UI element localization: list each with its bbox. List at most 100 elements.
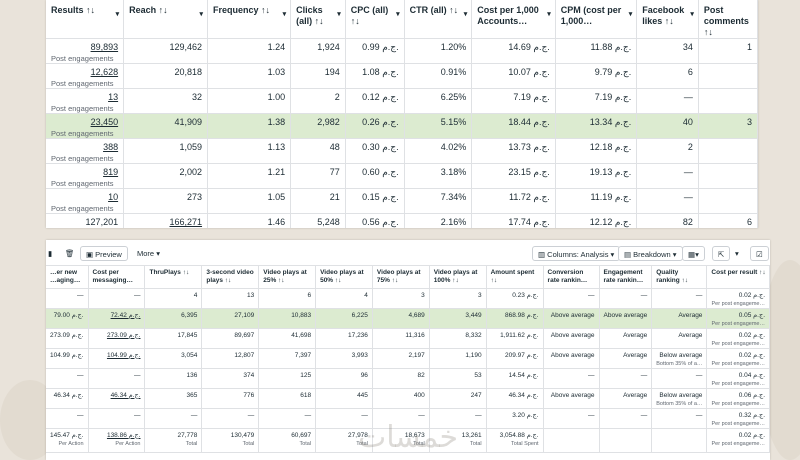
checkbox-icon[interactable]: ▮ [48, 246, 56, 261]
column-header[interactable]: Results ↑↓ ▾ [46, 0, 125, 39]
cell-sub-label: Per post engageme… [711, 420, 765, 427]
table-row[interactable]: 10 Post engagements 273 1.05 21 0.15 ج.م. 7.34… [46, 188, 758, 214]
cell-value[interactable]: 12,628 [90, 67, 119, 77]
bottom-video-table-panel: ▮ 🗑 ▣ Preview More ▾ ▥ Columns: Analysis… [46, 240, 770, 460]
table-row[interactable]: — —4 13 6 4 3 3 0.23 ج.م. — — —0.02 ج.م. Per post e… [46, 288, 770, 309]
chevron-down-icon[interactable]: ▾ [282, 11, 287, 18]
export-button[interactable]: ⇱ [712, 246, 731, 261]
cell-value: 618 [300, 391, 312, 399]
column-header[interactable]: 3-second video plays ↑↓ [201, 266, 260, 289]
preview-button[interactable]: ▣ Preview [80, 246, 128, 261]
cell-value[interactable]: 819 [103, 167, 119, 177]
column-header[interactable]: Frequency ↑↓ ▾ [207, 0, 292, 39]
column-header[interactable]: Post comments ↑↓ [698, 0, 758, 39]
preview-icon: ▣ [86, 250, 96, 259]
result-type-label: Post engagements [51, 179, 114, 188]
column-header[interactable]: Conversion rate rankin… [543, 266, 600, 289]
column-header[interactable]: CPM (cost per 1,000… ▾ [555, 0, 638, 39]
total-cell: 0.56 ج.م.Per Click [345, 213, 405, 228]
table-row[interactable]: 104.99 ج.م. 104.99 ج.م. 3,054 12,807 7,397 3,… [46, 348, 770, 369]
column-header[interactable]: Facebook likes ↑↓ ▾ [636, 0, 699, 39]
chevron-down-icon[interactable]: ▾ [628, 11, 633, 18]
chevron-down-icon[interactable]: ▾ [690, 11, 694, 18]
chevron-down-icon[interactable]: ▾ [337, 11, 341, 18]
table-row[interactable]: 79.00 ج.م. 72.42 ج.م. 6,395 27,109 10,883 6,2… [46, 308, 770, 329]
chevron-down-icon[interactable]: ▾ [463, 11, 468, 18]
table-row[interactable]: 23,450 Post engagements 41,909 1.38 2,982 0.2… [46, 113, 758, 139]
table-cell: 8,332 [429, 328, 487, 349]
column-header[interactable]: Video plays at 100% ↑↓ [429, 266, 487, 289]
column-header[interactable]: Engagement rate rankin… [599, 266, 653, 289]
cell-value: 6,225 [351, 311, 368, 319]
chevron-down-icon[interactable]: ▾ [115, 11, 120, 18]
more-button[interactable]: More ▾ [132, 246, 165, 261]
column-header[interactable]: Video plays at 50% ↑↓ [315, 266, 373, 289]
column-header[interactable]: Clicks (all) ↑↓ ▾ [290, 0, 346, 39]
cell-value[interactable]: 388 [103, 142, 119, 152]
table-row[interactable]: 46.34 ج.م. 46.34 ج.م. 365 776 618 445 400 247 46… [46, 388, 770, 409]
chevron-down-icon[interactable]: ▾ [199, 11, 204, 18]
cell-value: 136 [186, 371, 198, 379]
cell-value: 34 [682, 42, 693, 52]
table-row[interactable]: 819 Post engagements 2,002 1.21 77 0.60 ج.م. 3… [46, 163, 758, 189]
column-header[interactable]: Cost per 1,000 Accounts… ▾ [471, 0, 556, 39]
table-cell: 17,236 [315, 328, 373, 349]
column-header[interactable]: CTR (all) ↑↓ ▾ [404, 0, 473, 39]
total-cell: 166,271Accounts Centre ac… [123, 213, 209, 228]
total-value: 18,673 [404, 431, 425, 439]
total-sub-label: Total Spent [511, 440, 539, 447]
table-cell: — [543, 368, 600, 389]
chevron-down-icon[interactable]: ▾ [547, 11, 551, 18]
cell-value: 2 [334, 92, 340, 102]
table-cell: 247 [429, 388, 487, 409]
delete-icon[interactable]: 🗑 [60, 246, 80, 261]
cell-value[interactable]: 10 [108, 192, 119, 202]
cell-value: Below average [659, 391, 703, 399]
total-sub-label: Per Action [115, 440, 141, 447]
total-cell: 145.47 ج.م. Per Action [46, 428, 89, 453]
total-cell: 60,697 Total [258, 428, 317, 453]
table-row[interactable]: 89,893 Post engagements 129,462 1.24 1,924 0.… [46, 38, 758, 64]
total-cell: 13,261 Total [429, 428, 487, 453]
cell-value[interactable]: 23,450 [90, 117, 119, 127]
column-header[interactable]: Video plays at 75% ↑↓ [372, 266, 430, 289]
total-sub-label: Total [185, 440, 198, 447]
column-header[interactable]: Video plays at 25% ↑↓ [258, 266, 317, 289]
table-row[interactable]: 12,628 Post engagements 20,818 1.03 194 1.08 … [46, 63, 758, 89]
column-header[interactable]: Amount spent ↑↓ [486, 266, 544, 289]
column-header-label: 3-second video plays ↑↓ [206, 269, 254, 284]
cell-value[interactable]: 13 [108, 92, 119, 102]
column-header[interactable]: Reach ↑↓ ▾ [123, 0, 209, 39]
column-header[interactable]: ThruPlays ↑↓ [144, 266, 203, 289]
column-header-label: Results ↑↓ [51, 5, 96, 15]
cell-value: 46.34 ج.م. [53, 391, 84, 399]
reports-button[interactable]: ▦▾ [682, 246, 705, 261]
customize-button[interactable]: ☑ [750, 246, 769, 261]
column-header[interactable]: Quality ranking ↑↓ [651, 266, 708, 289]
column-header[interactable]: Cost per messaging… [88, 266, 146, 289]
table-cell: 7.19 ج.م. [471, 88, 556, 114]
table-cell: 89,893 Post engagements [46, 38, 125, 64]
table-cell: 4.02% [404, 138, 473, 164]
table-cell: 6,395 [144, 308, 203, 329]
table-row[interactable]: 388 Post engagements 1,059 1.13 48 0.30 ج.م. 4… [46, 138, 758, 164]
column-header[interactable]: CPC (all) ↑↓ ▾ [345, 0, 405, 39]
breakdown-button[interactable]: ▤ Breakdown ▾ [618, 246, 683, 261]
chevron-down-icon[interactable]: ▾ [396, 11, 400, 18]
table-row[interactable]: — — — — — — — —3.20 ج.م. — — —0.32 ج.م. Per post en… [46, 408, 770, 429]
columns-button[interactable]: ▥ Columns: Analysis ▾ [532, 246, 621, 261]
table-row[interactable]: — —136 374 125 96 82 53 14.54 ج.م. — — —0.04 ج.م. P… [46, 368, 770, 389]
cell-value: — [588, 291, 595, 299]
column-header[interactable]: …er new …aging… [46, 266, 89, 289]
column-header[interactable]: Cost per result ↑↓ [706, 266, 770, 289]
table-row[interactable]: 13 Post engagements 32 1.00 2 0.12 ج.م. 6.25% 7… [46, 88, 758, 114]
export-dropdown-button[interactable]: ▾ [730, 246, 744, 261]
table-header-row: Results ↑↓ ▾ Reach ↑↓ ▾ Frequency ↑↓ ▾ Clicks … [46, 0, 758, 39]
table-row[interactable]: 273.09 ج.م. 273.09 ج.م. 17,845 89,697 41,698… [46, 328, 770, 349]
chevron-down-icon: ▾ [156, 249, 160, 258]
table-cell: 79.00 ج.م. [46, 308, 89, 329]
column-header-label: Cost per 1,000 Accounts… [477, 5, 539, 26]
table-cell: 4 [315, 288, 373, 309]
cell-value[interactable]: 89,893 [90, 42, 119, 52]
cell-value: 0.26 ج.م. [362, 117, 399, 127]
